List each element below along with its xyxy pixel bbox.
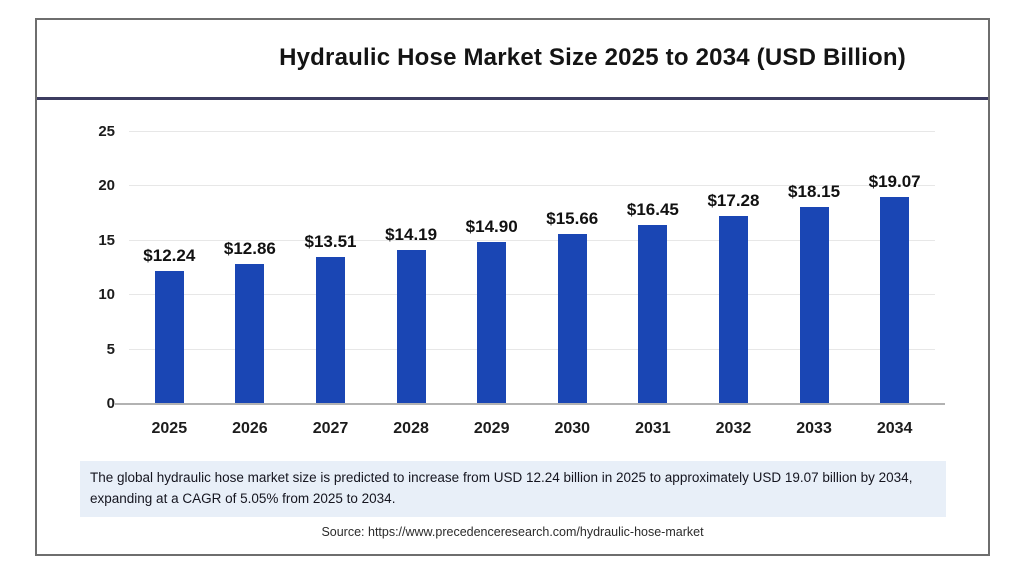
- x-tick-label-2031: 2031: [635, 420, 671, 437]
- bar-column-2034: $19.07 2034: [854, 132, 935, 437]
- bar-2033: [799, 206, 829, 404]
- x-axis-line: [115, 403, 945, 405]
- chart-card: Hydraulic Hose Market Size 2025 to 2034 …: [35, 18, 990, 556]
- bar-value-label-2027: $13.51: [304, 232, 357, 252]
- bar-2029: [477, 241, 507, 404]
- y-tick-label-15: 15: [98, 231, 115, 249]
- bar-value-label-2025: $12.24: [143, 245, 196, 265]
- y-tick-label-0: 0: [106, 395, 115, 412]
- gridline-15: [129, 239, 935, 241]
- y-tick-label-25: 25: [98, 123, 115, 140]
- x-tick-label-2034: 2034: [876, 420, 913, 437]
- bar-column-2032: $17.28 2032: [693, 132, 774, 437]
- bar-2031: [638, 225, 668, 404]
- y-tick-label-20: 20: [98, 177, 115, 195]
- summary-note: The global hydraulic hose market size is…: [80, 461, 946, 517]
- gridline-25: [129, 131, 935, 132]
- bar-column-2026: $12.86 2026: [210, 132, 291, 437]
- bar-column-2033: $18.15 2033: [774, 132, 855, 437]
- x-tick-label-2025: 2025: [151, 420, 188, 437]
- bar-value-label-2029: $14.90: [465, 216, 518, 236]
- title-divider: [37, 97, 988, 100]
- bar-chart-plot-area: 0 5 10 15 20 25 $12.24 2025 $12.86 2026 $13.51 202…: [98, 123, 945, 437]
- bar-2026: [235, 264, 265, 404]
- bar-2030: [557, 233, 587, 404]
- source-text: Source: https://www.precedenceresearch.c…: [321, 525, 704, 539]
- bar-2028: [396, 249, 426, 404]
- x-tick-label-2033: 2033: [796, 420, 832, 437]
- x-tick-label-2028: 2028: [393, 420, 429, 437]
- bar-value-label-2030: $15.66: [546, 208, 599, 228]
- x-tick-label-2029: 2029: [473, 420, 510, 437]
- y-tick-label-5: 5: [106, 340, 115, 358]
- bar-2027: [315, 257, 345, 404]
- bar-value-label-2032: $17.28: [707, 191, 760, 210]
- bar-2032: [718, 216, 748, 404]
- x-tick-label-2032: 2032: [715, 420, 752, 437]
- bar-column-2028: $14.19 2028: [371, 132, 452, 437]
- bar-series: $12.24 2025 $12.86 2026 $13.51 2027 $14.19 2028…: [129, 132, 935, 437]
- bar-column-2030: $15.66 2030: [532, 132, 613, 437]
- bar-column-2029: $14.90 2029: [451, 132, 532, 437]
- bar-column-2025: $12.24 2025: [129, 132, 210, 437]
- bar-value-label-2026: $12.86: [223, 239, 276, 259]
- bar-2025: [154, 270, 184, 404]
- x-tick-label-2026: 2026: [232, 420, 268, 437]
- bar-2034: [880, 196, 910, 404]
- x-tick-label-2030: 2030: [554, 420, 591, 437]
- gridline-20: [129, 185, 935, 187]
- chart-title: Hydraulic Hose Market Size 2025 to 2034 …: [279, 44, 906, 71]
- chart-header: Hydraulic Hose Market Size 2025 to 2034 …: [37, 20, 988, 96]
- x-tick-label-2027: 2027: [312, 420, 349, 437]
- bar-value-label-2028: $14.19: [385, 224, 438, 244]
- gridline-10: [129, 294, 935, 296]
- y-tick-label-10: 10: [98, 286, 115, 304]
- bar-value-label-2033: $18.15: [788, 181, 841, 201]
- gridline-5: [129, 348, 935, 350]
- bar-column-2031: $16.45 2031: [613, 132, 694, 437]
- bar-value-label-2034: $19.07: [868, 171, 921, 191]
- bar-value-label-2031: $16.45: [626, 200, 679, 220]
- bar-column-2027: $13.51 2027: [290, 132, 371, 437]
